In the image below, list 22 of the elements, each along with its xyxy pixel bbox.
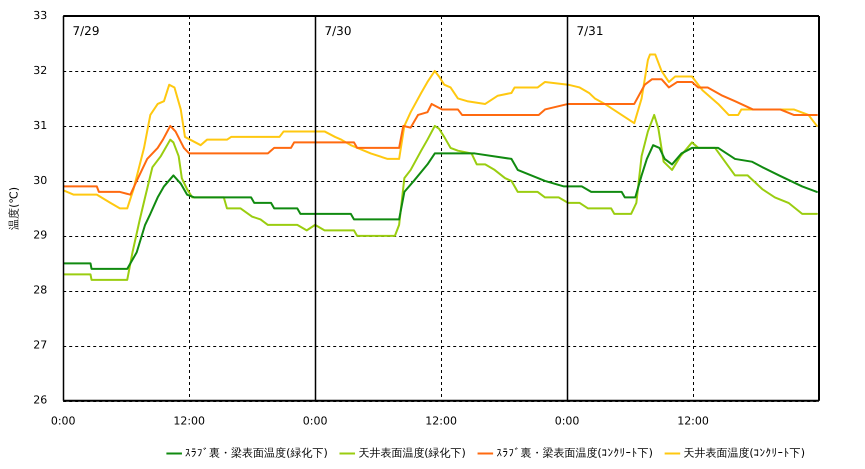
y-tick-label: 31 bbox=[33, 118, 48, 132]
y-tick-label: 33 bbox=[33, 8, 48, 22]
legend-label: 天井表面温度(緑化下) bbox=[358, 446, 466, 460]
y-tick-label: 29 bbox=[33, 228, 48, 242]
ref-line-label: 7/29 bbox=[72, 24, 100, 38]
legend-label: ｽﾗﾌﾞ裏・梁表面温度(ｺﾝｸﾘｰﾄ下) bbox=[496, 446, 653, 460]
y-tick-label: 28 bbox=[33, 284, 48, 297]
x-tick-label: 0:00 bbox=[554, 414, 580, 428]
ref-line-label: 7/30 bbox=[324, 24, 352, 38]
x-tick-label: 12:00 bbox=[173, 414, 206, 428]
x-tick-label: 0:00 bbox=[50, 414, 76, 428]
y-axis-title: 温度(℃) bbox=[7, 186, 20, 230]
ref-line-label: 7/31 bbox=[576, 24, 604, 38]
legend-label: 天井表面温度(ｺﾝｸﾘｰﾄ下) bbox=[683, 446, 806, 460]
x-tick-label: 12:00 bbox=[425, 414, 457, 428]
x-tick-label: 0:00 bbox=[302, 414, 328, 428]
legend-label: ｽﾗﾌﾞ裏・梁表面温度(緑化下) bbox=[185, 446, 328, 460]
y-tick-label: 26 bbox=[33, 394, 48, 407]
y-tick-label: 32 bbox=[33, 64, 48, 77]
y-tick-label: 30 bbox=[33, 174, 48, 187]
y-tick-label: 27 bbox=[33, 338, 48, 352]
x-tick-label: 12:00 bbox=[677, 414, 709, 428]
